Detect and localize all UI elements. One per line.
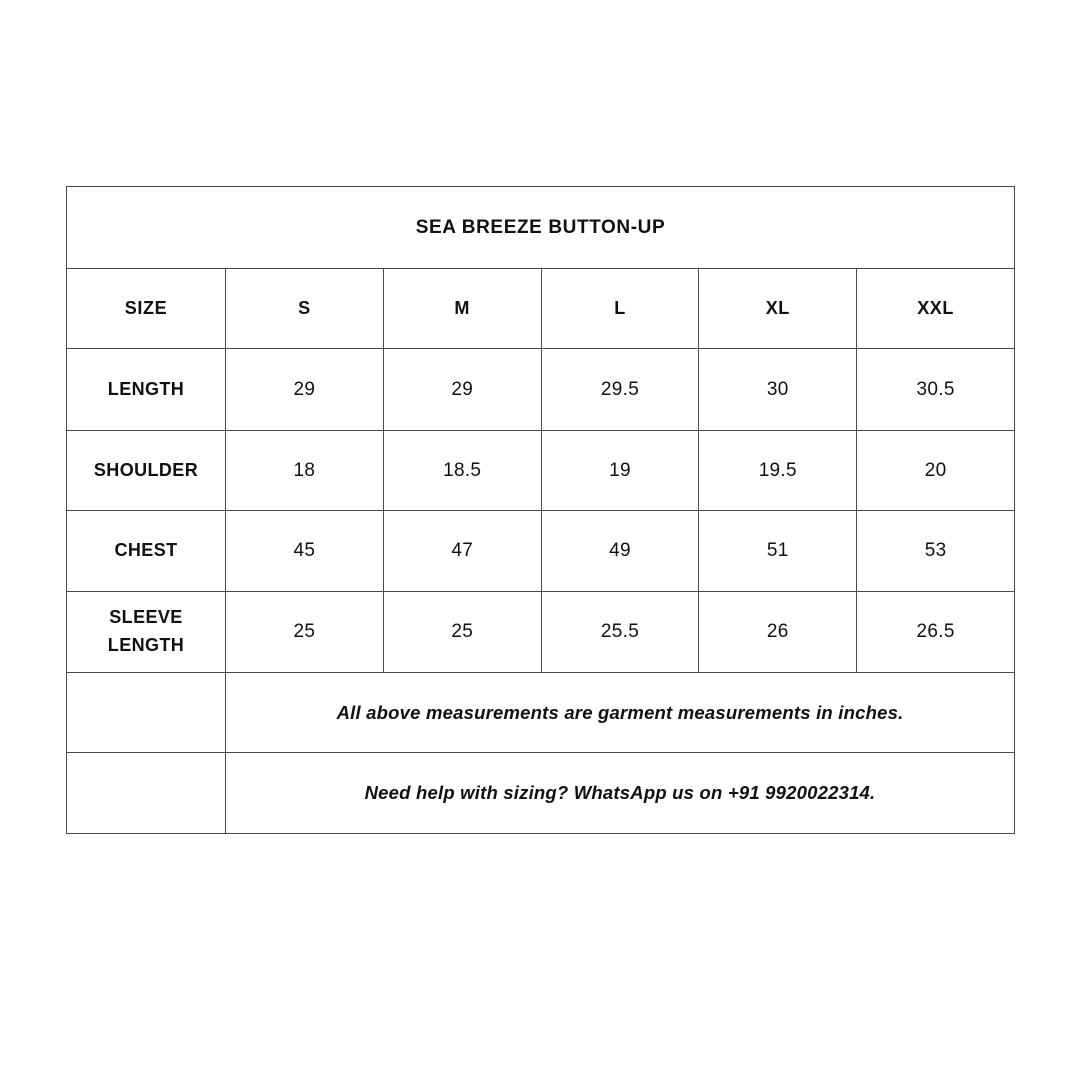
cell-sleeve-m: 25	[382, 591, 542, 673]
cell-shoulder-m: 18.5	[382, 430, 542, 511]
cell-length-l: 29.5	[540, 348, 700, 431]
col-header-s: S	[225, 268, 384, 349]
row-label-length: LENGTH	[66, 348, 226, 431]
row-label-shoulder: SHOULDER	[66, 430, 226, 511]
sizing-help-note: Need help with sizing? WhatsApp us on +9…	[224, 752, 1016, 834]
measurement-note: All above measurements are garment measu…	[224, 672, 1016, 753]
cell-shoulder-xxl: 20	[856, 430, 1016, 511]
row-label-sleeve-length: SLEEVE LENGTH	[66, 591, 226, 673]
col-header-size: SIZE	[66, 268, 226, 349]
title-row: SEA BREEZE BUTTON-UP	[65, 186, 1016, 269]
header-row: SIZE S M L XL XXL	[66, 268, 1016, 349]
cell-length-xl: 30	[698, 348, 858, 431]
col-header-xxl: XXL	[856, 268, 1016, 349]
product-title: SEA BREEZE BUTTON-UP	[65, 186, 1016, 269]
cell-chest-m: 47	[382, 510, 542, 592]
size-chart-table: SEA BREEZE BUTTON-UP SIZE S M L XL XXL L…	[65, 186, 1016, 834]
col-header-l: L	[540, 268, 700, 349]
table-row-shoulder: SHOULDER 18 18.5 19 19.5 20	[66, 430, 1016, 511]
table-row-sleeve-length: SLEEVE LENGTH 25 25 25.5 26 26.5	[66, 591, 1016, 673]
cell-length-m: 29	[382, 348, 542, 431]
col-header-m: M	[382, 268, 542, 349]
table-row-length: LENGTH 29 29 29.5 30 30.5	[66, 348, 1016, 431]
cell-sleeve-xl: 26	[698, 591, 858, 673]
col-header-xl: XL	[698, 268, 858, 349]
cell-chest-s: 45	[225, 510, 384, 592]
empty-cell	[66, 672, 226, 753]
cell-sleeve-xxl: 26.5	[856, 591, 1016, 673]
note-row-help: Need help with sizing? WhatsApp us on +9…	[66, 752, 1016, 834]
cell-shoulder-s: 18	[225, 430, 384, 511]
row-label-chest: CHEST	[66, 510, 226, 592]
cell-length-s: 29	[225, 348, 384, 431]
cell-shoulder-l: 19	[540, 430, 700, 511]
table-row-chest: CHEST 45 47 49 51 53	[66, 510, 1016, 592]
cell-chest-xxl: 53	[856, 510, 1016, 592]
cell-chest-l: 49	[540, 510, 700, 592]
cell-sleeve-s: 25	[225, 591, 384, 673]
cell-shoulder-xl: 19.5	[698, 430, 858, 511]
note-row-measurements: All above measurements are garment measu…	[66, 672, 1016, 753]
cell-sleeve-l: 25.5	[540, 591, 700, 673]
empty-cell	[66, 752, 226, 834]
cell-chest-xl: 51	[698, 510, 858, 592]
cell-length-xxl: 30.5	[856, 348, 1016, 431]
